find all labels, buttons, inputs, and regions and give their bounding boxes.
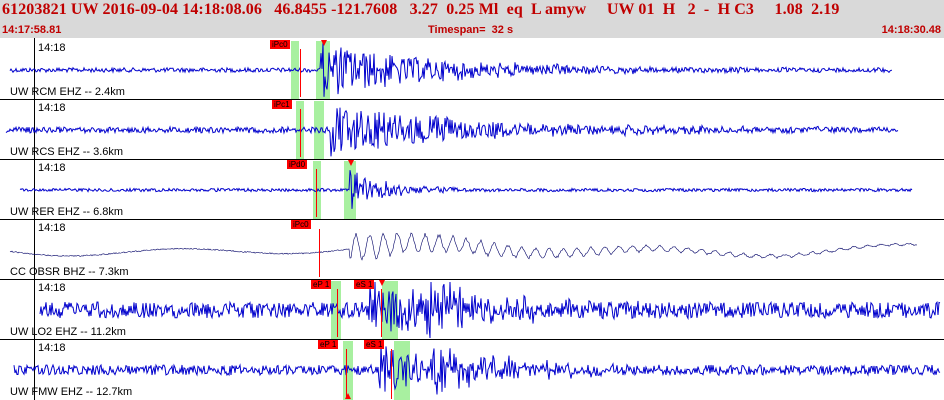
pick-marker-line [300,49,301,97]
pick-marker-line [316,169,317,217]
pick-window [344,161,356,219]
station-label: UW RER EHZ -- 6.8km [10,206,124,218]
pick-marker-label[interactable]: eS 1 [364,340,385,349]
pick-window [314,101,324,159]
end-time: 14:18:30.48 [881,24,941,36]
pick-marker-label[interactable]: eP 1 [311,280,332,289]
time-label: 14:18 [38,282,66,294]
channel-divider [0,99,944,100]
pick-window [331,281,341,339]
pick-marker-label[interactable]: iPd0 [287,160,308,169]
seismogram-panel: iPc0 14:18 UW RCM EHZ -- 2.4km iPc1 14:1… [0,38,944,400]
waveform-trace [13,344,941,395]
waveform-trace [9,232,918,261]
pick-marker-line [346,349,347,399]
pick-marker-label[interactable]: iPc0 [291,220,311,229]
event-title: 61203821 UW 2016-09-04 14:18:08.06 46.84… [2,1,840,18]
time-label: 14:18 [38,102,66,114]
station-label: CC OBSR BHZ -- 7.3km [10,266,129,278]
waveform-line [9,41,893,97]
pick-marker-line [337,289,338,337]
waveform-trace [19,170,913,209]
pick-marker-line [300,109,301,157]
time-label: 14:18 [38,342,66,354]
time-label: 14:18 [38,222,66,234]
waveform-trace [9,41,893,97]
header-bar: 61203821 UW 2016-09-04 14:18:08.06 46.84… [0,0,944,38]
time-label: 14:18 [38,42,66,54]
pick-marker-label[interactable]: eS 1 [354,280,375,289]
waveform-line [9,232,918,261]
pick-marker-line [381,289,382,337]
channel-divider [0,279,944,280]
pick-window [343,341,353,400]
waveform-trace [39,281,941,339]
channel-divider [0,339,944,340]
pick-window [291,41,299,99]
pick-marker-label[interactable]: iPc0 [270,40,290,49]
pick-triangle-icon [345,393,351,399]
timespan-label: Timespan= 32 s [428,24,514,36]
station-label: UW RCS EHZ -- 3.6km [10,146,124,158]
pick-triangle-icon [379,280,385,286]
time-label: 14:18 [38,162,66,174]
waveform-line [13,344,941,395]
pick-marker-label[interactable]: eP 1 [318,340,339,349]
waveform-line [5,107,899,157]
station-label: UW FMW EHZ -- 12.7km [10,386,133,398]
pick-marker-line [391,349,392,399]
pick-marker-label[interactable]: iPc1 [272,100,292,109]
pick-marker-line [319,229,320,277]
waveform-line [39,281,941,339]
pick-triangle-icon [321,40,327,46]
waveform-line [19,170,913,209]
pick-window [316,41,330,99]
channel-divider [0,219,944,220]
channel-divider [0,159,944,160]
pick-triangle-icon [348,160,354,166]
station-label: UW LO2 EHZ -- 11.2km [10,326,126,338]
start-time: 14:17:58.81 [2,24,62,36]
station-label: UW RCM EHZ -- 2.4km [10,86,125,98]
waveform-trace [5,107,899,157]
